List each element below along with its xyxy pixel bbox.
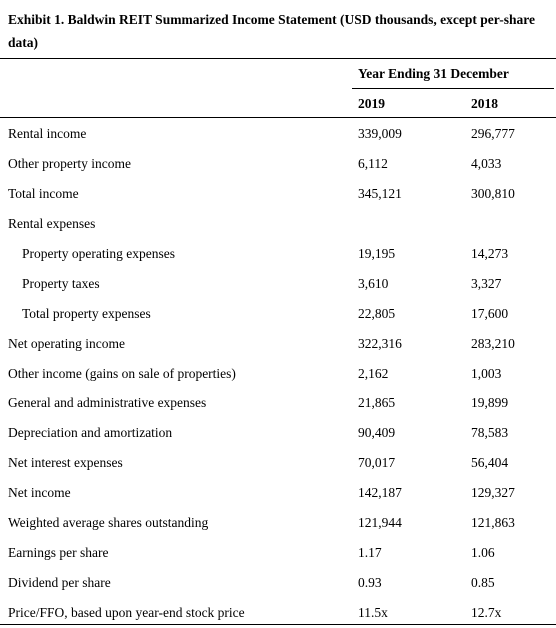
value-2018: 1.06 xyxy=(471,545,495,561)
row-label: Dividend per share xyxy=(8,575,111,591)
row-label: Total income xyxy=(8,185,79,201)
row-label: Other property income xyxy=(8,155,131,171)
value-2019: 21,865 xyxy=(358,395,396,411)
table-row: Earnings per share 1.17 1.06 xyxy=(0,538,556,568)
value-2018: 78,583 xyxy=(471,425,509,441)
table-row: Property taxes 3,610 3,327 xyxy=(0,269,556,299)
value-2018: 283,210 xyxy=(471,335,515,351)
value-2018: 19,899 xyxy=(471,395,509,411)
value-2018: 129,327 xyxy=(471,485,515,501)
value-2019: 70,017 xyxy=(358,455,396,471)
value-2019: 339,009 xyxy=(358,126,402,141)
value-2019: 2,162 xyxy=(358,365,389,381)
table-row: General and administrative expenses 21,8… xyxy=(0,388,556,418)
value-2019: 0.93 xyxy=(358,575,382,591)
column-header-2019: 2019 xyxy=(358,96,385,111)
table-row: Depreciation and amortization 90,409 78,… xyxy=(0,418,556,448)
table-row: Other property income 6,112 4,033 xyxy=(0,149,556,179)
value-2019: 142,187 xyxy=(358,485,402,501)
table-row: Net interest expenses 70,017 56,404 xyxy=(0,448,556,478)
value-2018: 17,600 xyxy=(471,305,509,321)
value-2019: 6,112 xyxy=(358,155,388,171)
row-label: Depreciation and amortization xyxy=(8,425,173,441)
row-label: Property taxes xyxy=(22,275,100,291)
row-label: Net interest expenses xyxy=(8,455,123,471)
table-row: Weighted average shares outstanding 121,… xyxy=(0,508,556,538)
value-2019: 121,944 xyxy=(358,515,402,531)
value-2018: 12.7x xyxy=(471,605,502,620)
row-label: Other income (gains on sale of propertie… xyxy=(8,365,236,381)
value-2018: 1,003 xyxy=(471,365,502,381)
table-row: Property operating expenses 19,195 14,27… xyxy=(0,239,556,269)
column-header-2018: 2018 xyxy=(471,96,498,111)
value-2019: 3,610 xyxy=(358,275,389,291)
value-2019: 11.5x xyxy=(358,605,388,620)
table-row: Rental income 339,009 296,777 xyxy=(0,119,556,149)
row-label: Property operating expenses xyxy=(22,245,175,261)
value-2019: 345,121 xyxy=(358,185,402,201)
table-row: Net operating income 322,316 283,210 xyxy=(0,329,556,359)
table-row: Total income 345,121 300,810 xyxy=(0,179,556,209)
value-2018: 14,273 xyxy=(471,245,509,261)
value-2018: 296,777 xyxy=(471,126,515,141)
year-group-underline xyxy=(352,88,554,89)
value-2019: 322,316 xyxy=(358,335,402,351)
row-label: General and administrative expenses xyxy=(8,395,207,411)
table-row: Total property expenses 22,805 17,600 xyxy=(0,299,556,329)
value-2019: 22,805 xyxy=(358,305,396,321)
exhibit-title: Exhibit 1. Baldwin REIT Summarized Incom… xyxy=(8,12,536,50)
row-label: Earnings per share xyxy=(8,545,109,561)
row-label: Weighted average shares outstanding xyxy=(8,515,209,531)
row-label: Total property expenses xyxy=(22,305,151,321)
value-2018: 4,033 xyxy=(471,155,502,171)
row-label: Net income xyxy=(8,485,71,501)
table-row: Rental expenses xyxy=(0,209,556,239)
table-row: Other income (gains on sale of propertie… xyxy=(0,359,556,389)
year-group-header: Year Ending 31 December xyxy=(358,66,509,81)
value-2019: 19,195 xyxy=(358,245,396,261)
value-2018: 3,327 xyxy=(471,275,502,291)
value-2019: 90,409 xyxy=(358,425,396,441)
table-row: Dividend per share 0.93 0.85 xyxy=(0,568,556,598)
income-statement-table: Rental income 339,009 296,777 Other prop… xyxy=(0,119,556,628)
table-row: Price/FFO, based upon year-end stock pri… xyxy=(0,598,556,628)
value-2018: 300,810 xyxy=(471,185,515,201)
row-label: Rental income xyxy=(8,126,87,141)
header-bottom-rule xyxy=(0,117,556,118)
row-label: Price/FFO, based upon year-end stock pri… xyxy=(8,605,245,620)
row-label: Net operating income xyxy=(8,335,125,351)
table-row: Net income 142,187 129,327 xyxy=(0,478,556,508)
value-2019: 1.17 xyxy=(358,545,382,561)
table-bottom-rule xyxy=(0,624,556,625)
value-2018: 0.85 xyxy=(471,575,495,591)
table-top-rule xyxy=(0,58,556,59)
value-2018: 121,863 xyxy=(471,515,515,531)
value-2018: 56,404 xyxy=(471,455,509,471)
row-label: Rental expenses xyxy=(8,215,96,231)
